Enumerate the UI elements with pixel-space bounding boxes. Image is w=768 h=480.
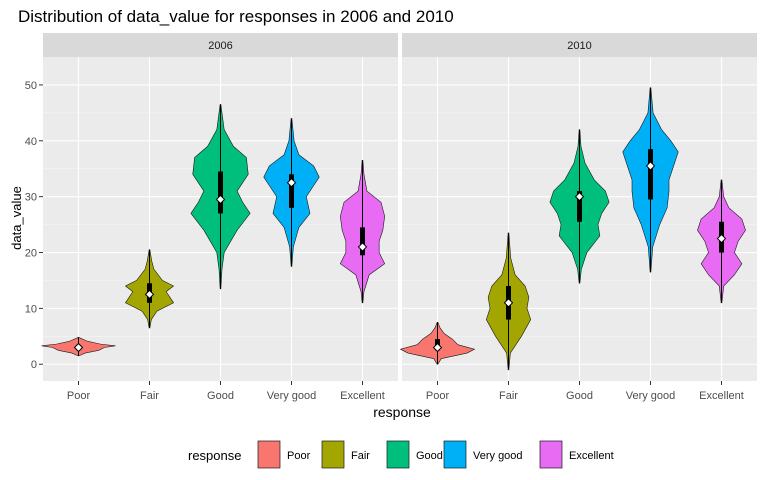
legend-key-very-good	[444, 441, 466, 468]
x-tick-label: Poor	[426, 390, 450, 402]
x-tick-label: Fair	[140, 390, 159, 402]
x-tick-label: Good	[207, 390, 234, 402]
legend: response Poor Fair Good Very good Excellent	[188, 441, 614, 468]
facet-strip-label: 2010	[567, 40, 591, 52]
violin-iqr-bar	[218, 172, 223, 214]
facet-panel-2006: 2006 Poor Fair Good Very good Excellent	[42, 33, 399, 402]
panels: 0 10 20 30 40 50 2006 Poor Fair Good Very good Exce…	[25, 33, 757, 402]
x-tick-label: Excellent	[340, 390, 385, 402]
y-tick-label: 50	[25, 80, 37, 92]
legend-label: Very good	[473, 450, 523, 462]
y-tick-label: 0	[31, 359, 37, 371]
facet-panel-2010: 2010 Poor Fair Good Very good Excellent	[401, 33, 758, 402]
x-axis-label: response	[373, 404, 431, 420]
x-tick-label: Very good	[626, 390, 676, 402]
legend-key-poor	[258, 441, 280, 468]
x-tick-label: Good	[566, 390, 593, 402]
legend-key-excellent	[540, 441, 562, 468]
chart-title: Distribution of data_value for responses…	[18, 7, 454, 26]
y-tick-label: 40	[25, 136, 37, 148]
x-tick-label: Poor	[67, 390, 91, 402]
facet-strip-label: 2006	[208, 40, 232, 52]
legend-label: Excellent	[569, 450, 614, 462]
legend-title: response	[188, 448, 241, 463]
legend-label: Fair	[351, 450, 370, 462]
legend-label: Poor	[287, 450, 311, 462]
legend-label: Good	[416, 450, 443, 462]
y-tick-label: 20	[25, 248, 37, 260]
violin-iqr-bar	[648, 149, 653, 199]
y-tick-label: 30	[25, 192, 37, 204]
legend-key-fair	[322, 441, 344, 468]
x-tick-label: Excellent	[699, 390, 744, 402]
x-tick-label: Fair	[499, 390, 518, 402]
legend-key-good	[387, 441, 409, 468]
y-axis-label: data_value	[9, 186, 24, 250]
x-tick-label: Very good	[267, 390, 317, 402]
y-tick-label: 10	[25, 303, 37, 315]
